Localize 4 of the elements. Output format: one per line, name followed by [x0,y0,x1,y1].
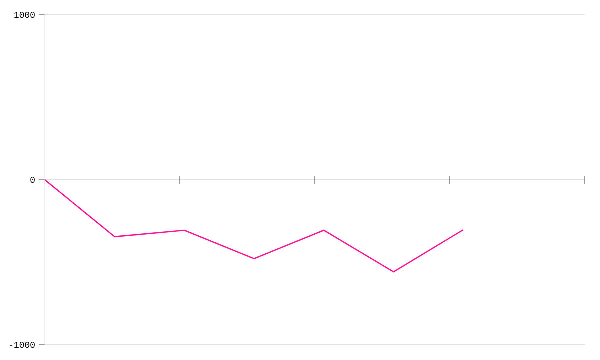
y-tick-label: -1000 [10,342,35,348]
y-tick-label: 0 [30,176,35,184]
y-tick-label: 1000 [14,12,35,18]
line-series [44,179,464,273]
